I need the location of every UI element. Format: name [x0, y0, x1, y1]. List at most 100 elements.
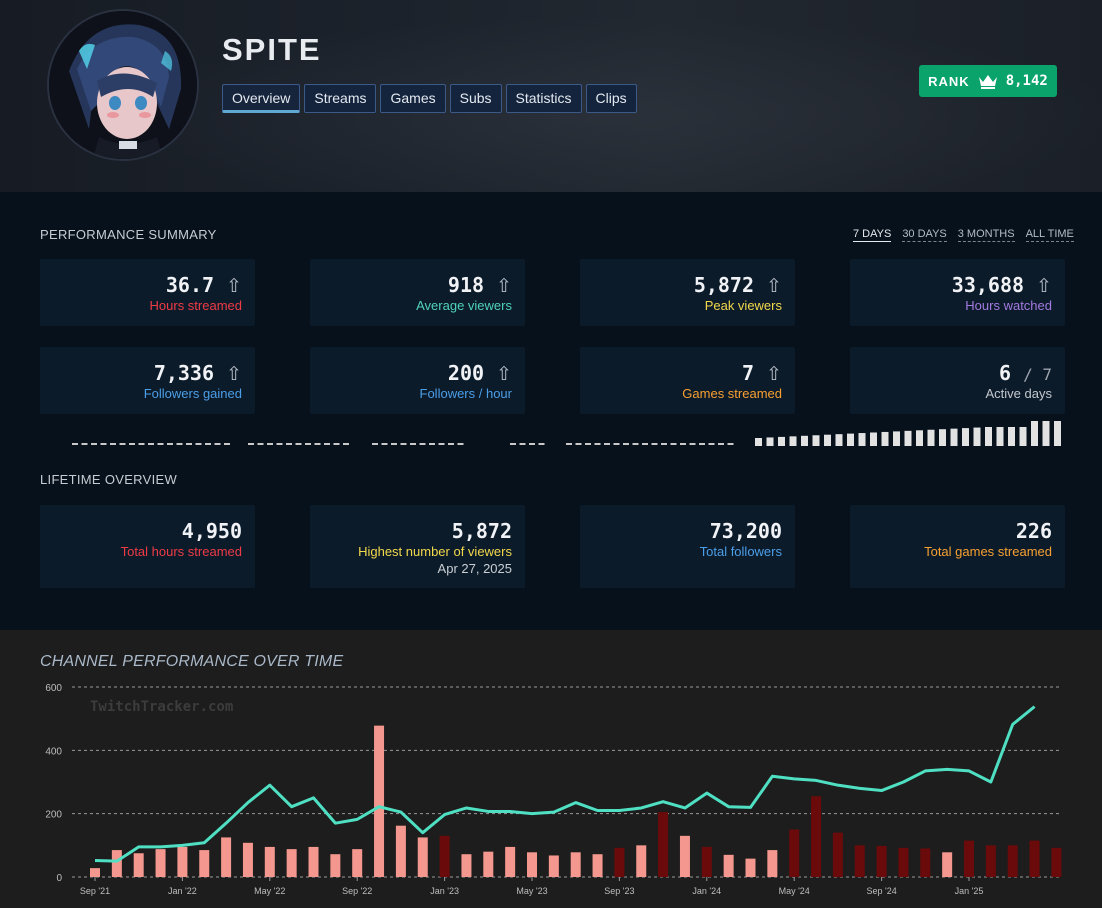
watermark-text: TwitchTracker.com: [90, 699, 233, 715]
chart-bar[interactable]: [352, 849, 363, 877]
chart-bar[interactable]: [1029, 840, 1040, 877]
chart-bar[interactable]: [1051, 847, 1062, 877]
period-selector: 7 DAYS 30 DAYS 3 MONTHS ALL TIME: [853, 228, 1074, 242]
stat-label: Followers gained: [143, 386, 242, 401]
chart-bar[interactable]: [374, 725, 385, 877]
chart-bar[interactable]: [1007, 845, 1018, 877]
chart-bar[interactable]: [483, 851, 494, 877]
chart-bar[interactable]: [985, 845, 996, 877]
tab-overview[interactable]: Overview: [222, 84, 301, 113]
chart-bar[interactable]: [898, 847, 909, 877]
chart-bar[interactable]: [964, 840, 974, 877]
chart-bar[interactable]: [701, 846, 712, 877]
stat-label: Hours streamed: [149, 298, 242, 313]
chart-bar[interactable]: [811, 796, 822, 877]
chart-bar[interactable]: [614, 847, 625, 877]
performance-chart[interactable]: 0 200 400 600 TwitchTracker.com Sep '21 Jan '2…: [0, 630, 1102, 908]
stat-value: 4,950: [181, 519, 242, 543]
stat-label: Peak viewers: [704, 298, 782, 313]
x-tick-label: Sep '22: [342, 886, 372, 896]
chart-bar[interactable]: [90, 868, 100, 877]
chart-bar[interactable]: [221, 837, 232, 877]
chart-bar[interactable]: [417, 837, 428, 877]
avatar-image: [49, 11, 197, 159]
chart-bar[interactable]: [439, 835, 450, 877]
chart-bar[interactable]: [789, 829, 800, 878]
chart-bar[interactable]: [832, 832, 843, 877]
chart-bar[interactable]: [505, 846, 516, 877]
chart-bar[interactable]: [570, 852, 581, 877]
tab-clips[interactable]: Clips: [585, 84, 637, 113]
stat-label: Active days: [985, 386, 1052, 401]
stat-label: Highest number of viewers: [358, 544, 512, 559]
chart-bar[interactable]: [111, 850, 122, 877]
chart-bar[interactable]: [461, 854, 472, 877]
trend-up-icon: ⇧: [496, 363, 512, 385]
chart-bar[interactable]: [177, 846, 188, 877]
chart-bar[interactable]: [658, 812, 669, 877]
y-tick-label: 0: [56, 873, 62, 884]
stat-label: Average viewers: [416, 298, 512, 313]
tab-subs[interactable]: Subs: [449, 84, 502, 113]
avatar[interactable]: [47, 9, 199, 161]
tab-statistics[interactable]: Statistics: [505, 84, 582, 113]
period-7-days[interactable]: 7 DAYS: [853, 228, 892, 242]
chart-bar[interactable]: [854, 845, 865, 877]
chart-bar[interactable]: [548, 855, 559, 877]
chart-bar[interactable]: [395, 825, 406, 877]
trend-up-icon: ⇧: [496, 275, 512, 297]
tab-streams[interactable]: Streams: [304, 84, 377, 113]
lifetime-card-total-followers: 73,200 Total followers: [580, 505, 795, 588]
stat-label: Total hours streamed: [120, 544, 242, 559]
stat-card-followers-per-hour: 200 ⇧ Followers / hour: [310, 347, 525, 414]
lifetime-overview-title: LIFETIME OVERVIEW: [40, 472, 178, 487]
rank-label: RANK: [928, 73, 970, 89]
stat-value: 5,872: [451, 519, 512, 543]
chart-title: CHANNEL PERFORMANCE OVER TIME: [40, 653, 344, 670]
lifetime-card-hours-streamed: 4,950 Total hours streamed: [40, 505, 255, 588]
chart-bar[interactable]: [767, 850, 778, 877]
chart-bar[interactable]: [636, 845, 647, 877]
chart-bar[interactable]: [199, 850, 210, 877]
stat-label: Total games streamed: [924, 544, 1052, 559]
x-tick-label: Sep '24: [866, 886, 896, 896]
stat-value: 918: [447, 273, 485, 297]
stat-value: 226: [1015, 519, 1052, 543]
rank-badge[interactable]: RANK 8,142: [919, 65, 1057, 97]
chart-bar[interactable]: [264, 846, 275, 877]
lifetime-card-total-games: 226 Total games streamed: [850, 505, 1065, 588]
trend-up-icon: ⇧: [1036, 275, 1052, 297]
tab-games[interactable]: Games: [380, 84, 446, 113]
chart-bar[interactable]: [679, 835, 690, 877]
chart-bar[interactable]: [942, 852, 953, 877]
channel-name: SPITE: [222, 32, 322, 67]
stat-value: 33,688: [951, 273, 1025, 297]
chart-bar[interactable]: [527, 852, 537, 877]
chart-bar[interactable]: [286, 849, 297, 877]
x-tick-label: Jan '25: [955, 886, 984, 896]
trend-up-icon: ⇧: [226, 363, 242, 385]
period-all-time[interactable]: ALL TIME: [1025, 228, 1074, 242]
period-30-days[interactable]: 30 DAYS: [902, 228, 947, 242]
chart-bar[interactable]: [723, 854, 734, 877]
stat-card-peak-viewers: 5,872 ⇧ Peak viewers: [580, 259, 795, 326]
chart-bar[interactable]: [242, 842, 253, 877]
chart-bar[interactable]: [876, 845, 887, 877]
trend-up-icon: ⇧: [766, 363, 782, 385]
chart-bar[interactable]: [308, 846, 319, 877]
chart-bar[interactable]: [592, 854, 603, 877]
stat-label: Games streamed: [682, 386, 782, 401]
chart-bar[interactable]: [155, 849, 166, 877]
stat-value-total: / 7: [1023, 365, 1052, 384]
viewers-line[interactable]: [94, 705, 1036, 863]
crown-icon: [978, 75, 997, 89]
chart-bar[interactable]: [745, 858, 756, 877]
period-3-months[interactable]: 3 MONTHS: [957, 228, 1015, 242]
stat-value: 36.7: [165, 273, 215, 297]
x-tick-label: Jan '22: [168, 886, 197, 896]
stat-value: 200: [447, 361, 485, 385]
stat-label: Followers / hour: [419, 386, 512, 401]
chart-bar[interactable]: [920, 848, 931, 878]
chart-bar[interactable]: [133, 853, 144, 877]
chart-bar[interactable]: [330, 854, 341, 877]
